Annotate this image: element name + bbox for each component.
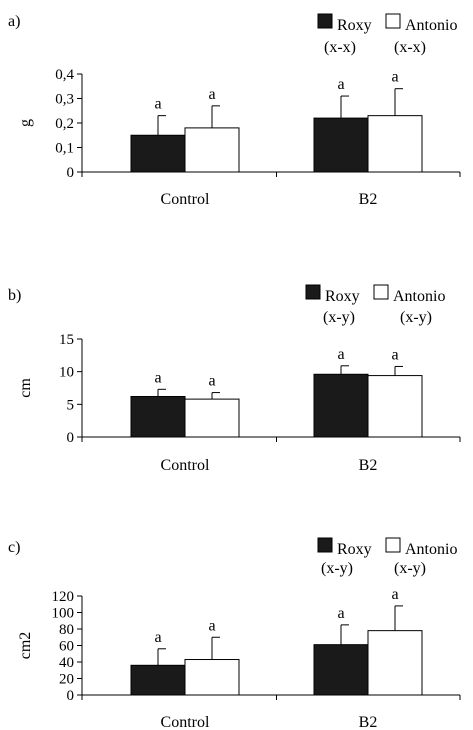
legend-label-roxy: Roxy [337,17,372,34]
bar-antonio-control [184,659,240,696]
bar-antonio-b2 [367,115,423,173]
y-tick-label: 15 [59,332,74,348]
y-tick-label: 20 [59,672,74,688]
legend-swatch-roxy [317,13,333,29]
legend-swatch-roxy [317,537,333,553]
bar-antonio-b2 [367,375,423,438]
legend-label-roxy: Roxy [325,288,360,305]
significance-letter: a [337,76,344,93]
y-tick-label: 40 [59,655,74,671]
x-tick-label: B2 [359,457,378,474]
y-tick-label: 5 [67,397,75,413]
y-tick-label: 0,2 [55,116,74,132]
x-tick-label: Control [161,191,210,208]
legend-label-antonio: Antonio [405,541,457,558]
bar-antonio-control [184,398,240,438]
legend-swatch-roxy [305,284,321,300]
significance-letter: a [208,86,215,103]
y-tick-label: 80 [59,622,74,638]
legend-label-roxy: Roxy [337,541,372,558]
bar-roxy-control [130,395,186,438]
y-tick-label: 0,1 [55,141,74,157]
y-tick-label: 0 [67,688,75,704]
legend-group-letters: (x-x) [324,39,356,56]
significance-letter: a [208,617,215,634]
y-tick-label: 100 [52,606,75,622]
legend-label-antonio: Antonio [405,17,457,34]
significance-letter: a [154,369,161,386]
legend-label-antonio: Antonio [393,288,445,305]
bar-roxy-b2 [313,117,369,173]
legend-swatch-antonio [385,537,401,553]
bar-roxy-b2 [313,644,369,696]
y-tick-label: 0,3 [55,92,74,108]
significance-letter: a [391,586,398,603]
significance-letter: a [154,96,161,113]
legend-group-letters: (x-y) [323,309,355,326]
panel-label: c) [8,539,20,556]
bar-antonio-control [184,127,240,173]
bar-roxy-control [130,664,186,696]
legend-swatch-antonio [373,284,389,300]
y-axis-title: cm [17,378,34,398]
chart-panel-0: a) g 0 0,1 0,2 0,3 0,4 Control B2 a a a a Roxy (x-x) An… [8,13,461,208]
significance-letter: a [391,69,398,86]
x-tick-label: B2 [359,191,378,208]
y-tick-label: 60 [59,639,74,655]
x-tick-label: Control [161,457,210,474]
significance-letter: a [337,346,344,363]
legend-swatch-antonio [385,13,401,29]
y-tick-label: 10 [59,365,74,381]
legend: Roxy (x-x) Antonio (x-x) [317,13,457,56]
y-axis-title: cm2 [17,632,34,660]
significance-letter: a [391,346,398,363]
bar-roxy-b2 [313,373,369,438]
y-tick-label: 0 [67,430,75,446]
x-tick-label: B2 [359,714,378,730]
y-tick-label: 120 [52,589,75,605]
legend: Roxy (x-y) Antonio (x-y) [305,284,445,326]
bar-antonio-b2 [367,630,423,696]
significance-letter: a [208,373,215,390]
significance-letter: a [154,629,161,646]
bar-roxy-control [130,134,186,173]
y-tick-label: 0 [67,165,75,181]
significance-letter: a [337,605,344,622]
panel-label: a) [8,13,20,30]
legend: Roxy (x-y) Antonio (x-y) [317,537,457,577]
legend-group-letters: (x-y) [321,560,353,577]
panel-label: b) [8,287,21,304]
x-tick-label: Control [161,714,210,730]
y-tick-label: 0,4 [55,67,74,83]
chart-panel-1: b) cm 0 5 10 15 Control B2 a a a a Roxy (x-y) Antonio (… [8,284,461,474]
legend-group-letters: (x-y) [400,309,432,326]
legend-group-letters: (x-x) [394,39,426,56]
legend-group-letters: (x-y) [394,560,426,577]
y-axis-title: g [17,119,34,127]
